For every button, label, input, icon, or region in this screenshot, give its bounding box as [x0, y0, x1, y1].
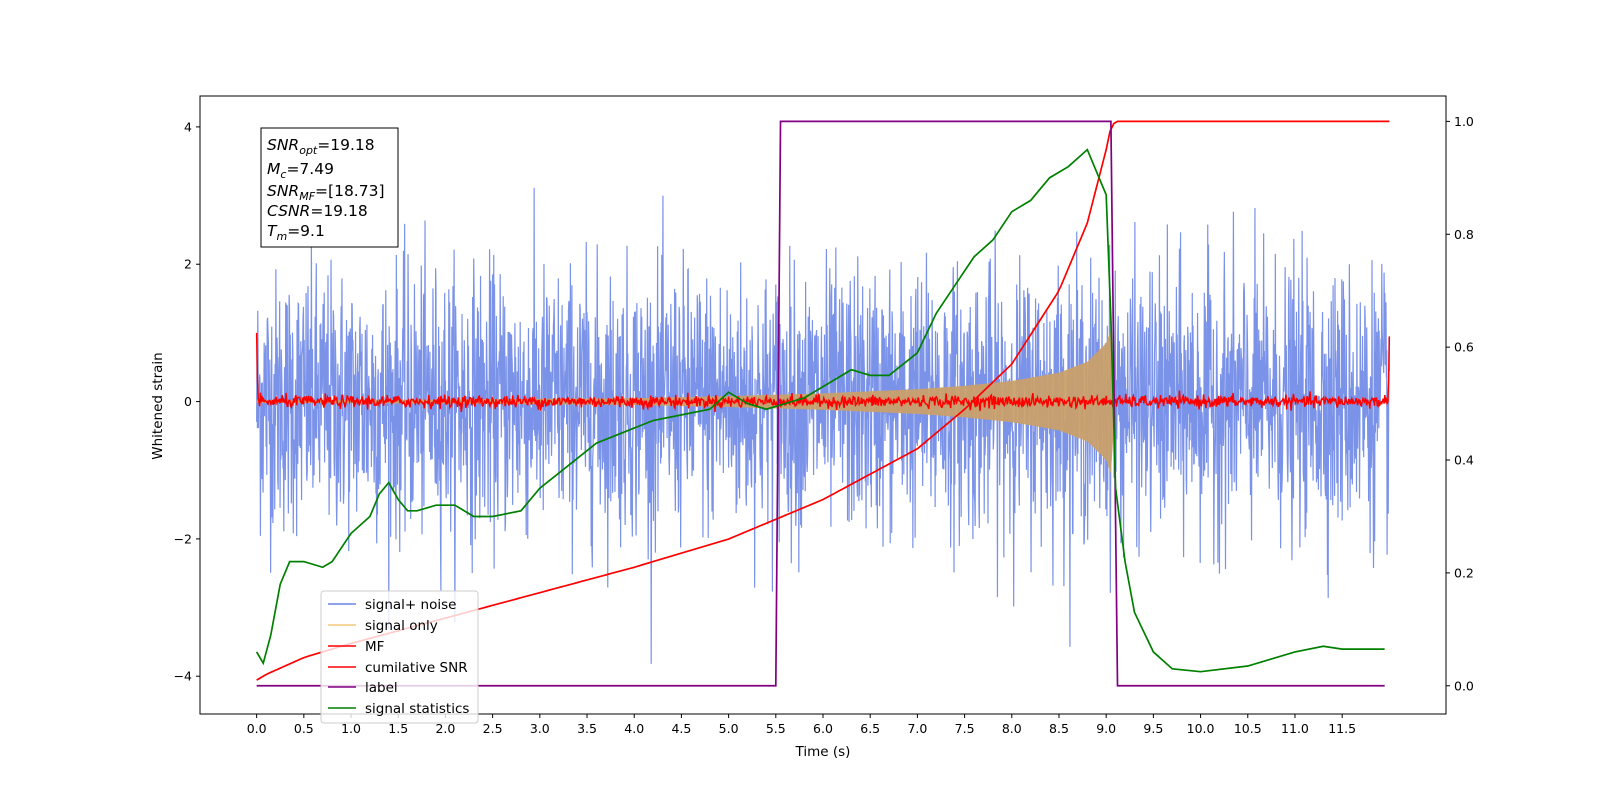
legend-signal-only: signal only [365, 618, 438, 634]
legend-cumulative-snr: cumilative SNR [365, 660, 468, 676]
y-tick-label-left: 0 [184, 394, 192, 409]
info-tm: Tm=9.1 [267, 222, 325, 243]
y-tick-label-right: 0.2 [1454, 565, 1474, 580]
legend-label: label [365, 680, 398, 696]
info-csnr: CSNR=19.18 [267, 202, 368, 220]
info-mc: Mc=7.49 [267, 160, 334, 181]
info-box: SNRopt=19.18 Mc=7.49 SNRMF=[18.73] CSNR=… [260, 127, 399, 248]
x-tick-label: 9.0 [1096, 721, 1116, 736]
y-tick-label-right: 1.0 [1454, 114, 1474, 129]
series-signal-statistics [255, 148, 1385, 673]
x-tick-label: 4.5 [671, 721, 691, 736]
x-tick-label: 10.5 [1234, 721, 1262, 736]
x-tick-label: 1.5 [388, 721, 408, 736]
y-tick-label-right: 0.0 [1454, 678, 1474, 693]
legend-signal-statistics: signal statistics [365, 701, 469, 717]
y-axis-right: 0.0 0.2 0.4 0.6 0.8 1.0 [1446, 114, 1474, 693]
y-tick-label-left: 2 [184, 257, 192, 272]
y-tick-label-right: 0.4 [1454, 453, 1474, 468]
x-tick-label: 3.5 [577, 721, 597, 736]
x-tick-label: 5.0 [719, 721, 739, 736]
legend: signal+ noise signal only MF cumilative … [320, 590, 479, 724]
legend-mf: MF [365, 639, 384, 655]
series-label [256, 120, 1385, 687]
x-tick-label: 8.0 [1002, 721, 1022, 736]
x-tick-label: 10.0 [1187, 721, 1215, 736]
x-tick-label: 2.0 [435, 721, 455, 736]
x-tick-label: 2.5 [483, 721, 503, 736]
x-tick-label: 1.0 [341, 721, 361, 736]
legend-signal-noise: signal+ noise [365, 597, 456, 613]
y-tick-label-left: −4 [174, 669, 192, 684]
x-tick-label: 0.5 [294, 721, 314, 736]
x-tick-label: 9.5 [1143, 721, 1163, 736]
x-tick-label: 5.5 [766, 721, 786, 736]
x-tick-label: 6.0 [813, 721, 833, 736]
series-mf [255, 332, 1391, 413]
y-tick-label-left: −2 [174, 531, 192, 546]
x-axis-label: Time (s) [795, 744, 851, 760]
x-tick-label: 11.5 [1328, 721, 1356, 736]
y-tick-label-right: 0.6 [1454, 340, 1474, 355]
x-tick-label: 3.0 [530, 721, 550, 736]
y-tick-label-left: 4 [184, 119, 192, 134]
x-tick-label: 11.0 [1281, 721, 1309, 736]
x-tick-label: 7.5 [955, 721, 975, 736]
x-tick-label: 4.0 [624, 721, 644, 736]
info-snr-mf: SNRMF=[18.73] [267, 182, 385, 203]
x-tick-label: 8.5 [1049, 721, 1069, 736]
y-tick-label-right: 0.8 [1454, 227, 1474, 242]
x-tick-label: 7.0 [907, 721, 927, 736]
x-axis: 0.0 0.5 1.0 1.5 2.0 2.5 3.0 3.5 4.0 4.5 5.0 5.5 6.0 6… [247, 714, 1356, 736]
y-axis-label: Whitened strain [150, 352, 166, 459]
x-tick-label: 0.0 [247, 721, 267, 736]
info-snr-opt: SNRopt=19.18 [267, 136, 375, 157]
y-axis-left: −4 −2 0 2 4 [174, 119, 200, 684]
x-tick-label: 6.5 [860, 721, 880, 736]
